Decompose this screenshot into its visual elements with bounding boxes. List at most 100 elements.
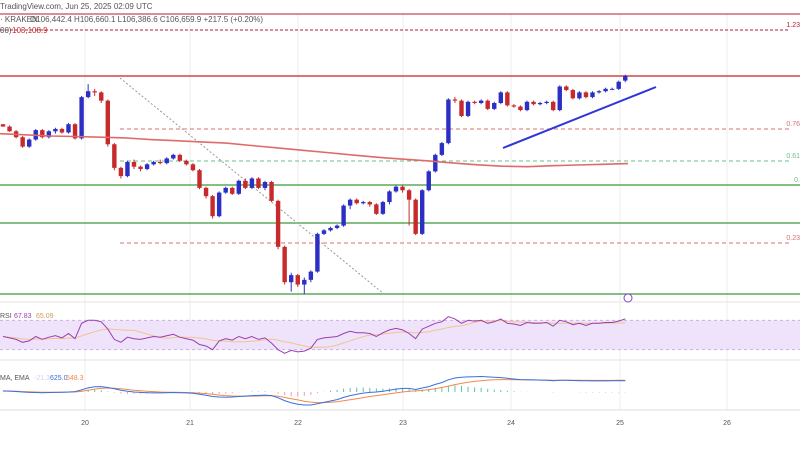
candle-body (262, 182, 268, 188)
candle-body (236, 180, 241, 194)
candle-body (531, 101, 536, 105)
candle-body (210, 196, 215, 217)
macd-value: 625.0 (50, 375, 68, 382)
x-tick-label: 20 (81, 420, 89, 427)
candle-body (171, 154, 176, 159)
candle-body (623, 75, 628, 81)
candle-body (92, 91, 97, 93)
candle-body (544, 101, 549, 104)
candle-body (577, 92, 582, 99)
fib-level-label: 0.61 (786, 153, 800, 160)
candle-body (413, 199, 418, 234)
candle-body (27, 139, 32, 147)
grid-layer (0, 14, 800, 410)
candle-body (249, 178, 255, 188)
x-tick-label: 25 (616, 420, 624, 427)
symbol-label: · KRAKEN (0, 15, 38, 24)
candle-body (478, 100, 484, 104)
candle-body (459, 100, 464, 116)
overlay-layer (0, 86, 657, 303)
candle-body (596, 91, 602, 93)
ma-100-line (0, 132, 629, 168)
candle-body (40, 130, 45, 138)
rsi-ma-value: 65.09 (36, 313, 54, 320)
candle-body (446, 99, 451, 144)
candle-body (518, 106, 523, 111)
candle-body (321, 230, 327, 234)
candle-body (46, 131, 52, 138)
candle-body (203, 187, 209, 197)
candle-body (328, 227, 333, 231)
candle-body (616, 81, 621, 89)
fib-diagonal (119, 77, 385, 295)
candle-body (53, 128, 58, 132)
ohlc-readout: O106,442.4 H106,660.1 L106,386.6 C106,65… (30, 15, 263, 24)
candle-body (295, 275, 300, 285)
candle-body (590, 92, 595, 98)
candle-body (282, 246, 287, 283)
candle-body (524, 101, 530, 111)
candle-body (112, 144, 117, 168)
rsi-line (2, 316, 626, 354)
candle-body (177, 154, 183, 161)
candle-body (256, 178, 261, 188)
candle-body (0, 124, 6, 127)
candle-body (308, 271, 314, 280)
candle-body (99, 92, 104, 101)
macd-line (2, 375, 626, 406)
time-axis: 20 21 22 23 24 25 26 (0, 409, 800, 427)
candle-body (406, 190, 412, 200)
candle-body (105, 100, 110, 145)
candle-body (164, 158, 169, 164)
candle-body (570, 90, 576, 99)
candle-body (66, 124, 71, 133)
candle-body (564, 86, 569, 91)
candle-body (609, 88, 615, 90)
candle-body (118, 167, 124, 177)
x-tick-label: 23 (399, 420, 407, 427)
candle-body (374, 204, 379, 214)
rsi-title: RSI (0, 313, 12, 320)
candle-body (125, 161, 130, 177)
fib-level-label: 0. (794, 177, 800, 184)
candle-body (367, 202, 372, 205)
candle-body (59, 128, 65, 133)
candle-body (439, 143, 445, 155)
fib-level-label: 0.76 (786, 121, 800, 128)
rsi-panel: RSI 67.83 65.09 (0, 313, 800, 354)
candle-body (20, 137, 25, 147)
levels-layer: 1.23 0.76 0.61 0. 0.23 (0, 13, 800, 295)
candle-body (85, 91, 91, 98)
candle-body (393, 186, 399, 192)
candles-layer[interactable] (0, 74, 628, 294)
candle-body (315, 233, 320, 272)
candle-body (289, 275, 294, 283)
candle-body (537, 103, 543, 105)
candle-body (230, 187, 235, 194)
candle-body (72, 124, 78, 139)
candle-body (361, 202, 366, 204)
candle-body (131, 161, 137, 167)
x-tick-label: 26 (723, 420, 731, 427)
x-tick-label: 24 (507, 420, 515, 427)
candle-body (334, 225, 340, 228)
candle-body (354, 199, 359, 204)
candle-body (400, 186, 405, 191)
candle-body (485, 100, 490, 109)
candle-body (420, 190, 425, 234)
candle-body (184, 160, 189, 165)
candle-body (505, 92, 510, 106)
candle-body (223, 187, 228, 193)
candle-body (243, 180, 248, 188)
candle-body (551, 101, 556, 111)
x-tick-label: 21 (186, 420, 194, 427)
x-tick-label: 22 (294, 420, 302, 427)
ma-value: 103,108.9 (12, 26, 48, 35)
candle-body (511, 105, 517, 107)
fib-level-label: 1.23 (786, 22, 800, 29)
alert-marker (623, 293, 633, 303)
candle-body (216, 192, 222, 217)
candle-body (138, 166, 143, 170)
